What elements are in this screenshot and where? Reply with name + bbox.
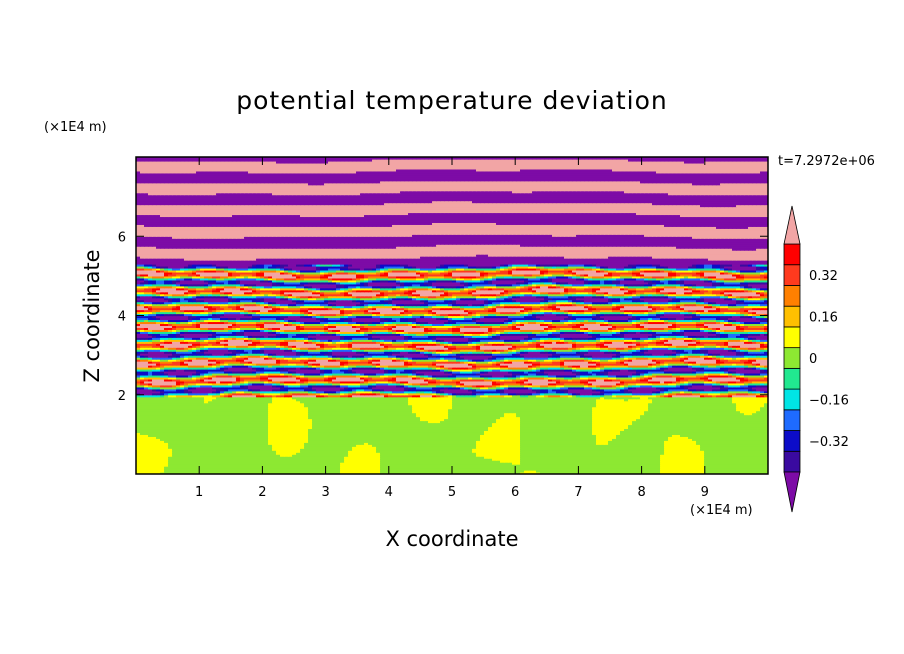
contour-field: [136, 157, 769, 475]
